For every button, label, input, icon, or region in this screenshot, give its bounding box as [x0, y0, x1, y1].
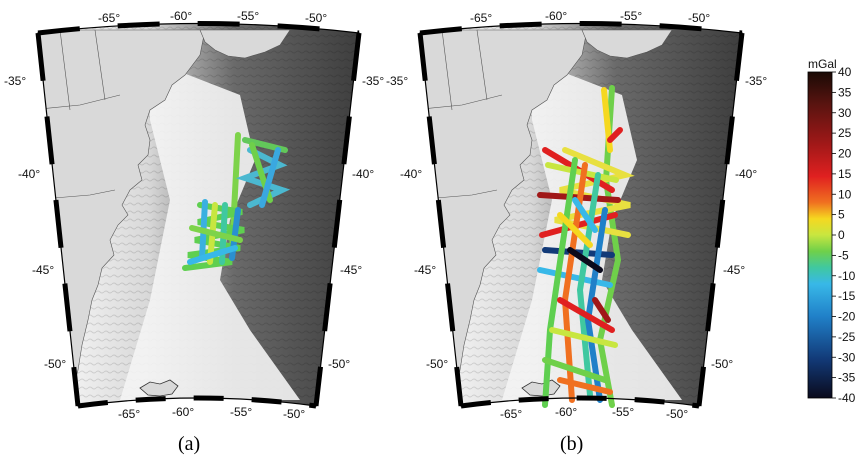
land-falklands: [139, 379, 179, 397]
land-uruguay: [581, 29, 673, 59]
right-lat-label: -45°: [340, 263, 362, 277]
map-panel-a: -65° -60° -55° -50° -65° -60° -55° -50° …: [4, 9, 384, 455]
colorbar-tick-label: -40: [838, 391, 856, 405]
colorbar-tick-label: 0: [838, 228, 845, 242]
top-lon-label: -65°: [470, 11, 492, 25]
bottom-lon-label: -50°: [283, 407, 305, 421]
map-panel-b: -65° -60° -55° -50° -65° -60° -55° -50° …: [386, 9, 767, 455]
bottom-lon-label: -65°: [118, 407, 140, 421]
map-area-a: [38, 23, 359, 406]
bottom-lon-label: -60°: [172, 405, 194, 419]
panel-label-b: (b): [560, 433, 583, 455]
colorbar-tick-label: -30: [838, 350, 856, 364]
right-lat-label: -50°: [328, 357, 350, 371]
colorbar-ticks: 40 35 30 25 20 15 10 5 0 -5 -10 -15 -20 -25 -30 -35 -40: [832, 65, 856, 405]
frame-left-bar-b: [417, 32, 464, 407]
right-lat-label: -50°: [711, 357, 733, 371]
frame-bottom-bar-a: [77, 395, 317, 409]
left-lat-label: -35°: [4, 74, 26, 88]
top-lon-label: -55°: [620, 9, 642, 23]
top-lon-label: -55°: [237, 9, 259, 23]
colorbar-tick-label: -25: [838, 330, 856, 344]
colorbar-tick-label: -35: [838, 371, 856, 385]
frame-bottom-bar-b: [460, 395, 700, 409]
country-borders: [420, 29, 503, 201]
left-lat-label: -40°: [18, 167, 40, 181]
colorbar-tick-label: -10: [838, 269, 856, 283]
right-lat-label: -35°: [745, 74, 767, 88]
land-south-america: [420, 29, 588, 401]
land-uruguay: [199, 29, 291, 59]
frame-right-bar-a: [313, 32, 362, 407]
left-lat-label: -50°: [426, 357, 448, 371]
bottom-lon-label: -55°: [230, 405, 252, 419]
right-lat-label: -40°: [352, 167, 374, 181]
right-lat-label: -35°: [362, 74, 384, 88]
country-borders: [38, 29, 121, 201]
colorbar-tick-label: 40: [838, 65, 852, 79]
colorbar-tick-label: 20: [838, 147, 852, 161]
colorbar-tick-label: 30: [838, 106, 852, 120]
left-lat-label: -40°: [400, 167, 422, 181]
top-lon-label: -50°: [688, 11, 710, 25]
top-lon-label: -50°: [305, 11, 327, 25]
land-falklands: [521, 379, 561, 397]
frame-right-bar-b: [696, 32, 745, 407]
colorbar-tick-label: -15: [838, 289, 856, 303]
colorbar-unit: mGal: [808, 57, 837, 71]
ship-tracks-b: [537, 85, 635, 408]
panel-label-a: (a): [178, 433, 200, 455]
colorbar-tick-label: -5: [838, 248, 849, 262]
ship-tracks-a: [182, 132, 291, 271]
colorbar-gradient: [807, 71, 833, 399]
colorbar: mGal 40 35 30 25 20 15 10 5 0 -5 -10 -15 -20 -25 -30 -3…: [807, 57, 856, 405]
frame-top-bar-b: [419, 21, 743, 36]
top-lon-label: -60°: [170, 9, 192, 23]
top-lon-label: -65°: [98, 11, 120, 25]
left-lat-label: -50°: [44, 357, 66, 371]
bottom-lon-label: -50°: [666, 407, 688, 421]
colorbar-tick-label: 25: [838, 126, 852, 140]
colorbar-tick-label: 5: [838, 208, 845, 222]
colorbar-tick-label: 15: [838, 167, 852, 181]
colorbar-tick-label: 35: [838, 85, 852, 99]
right-lat-label: -40°: [735, 167, 757, 181]
left-lat-label: -45°: [414, 263, 436, 277]
frame-top-bar-a: [37, 21, 360, 36]
frame-left-bar-a: [35, 32, 81, 407]
left-lat-label: -45°: [32, 263, 54, 277]
left-lat-label: -35°: [386, 74, 408, 88]
right-lat-label: -45°: [723, 263, 745, 277]
colorbar-tick-label: -20: [838, 310, 856, 324]
bottom-lon-label: -65°: [500, 407, 522, 421]
bottom-lon-label: -60°: [555, 405, 577, 419]
land-south-america: [38, 29, 206, 401]
top-lon-label: -60°: [545, 9, 567, 23]
colorbar-tick-label: 10: [838, 187, 852, 201]
bottom-lon-label: -55°: [612, 405, 634, 419]
